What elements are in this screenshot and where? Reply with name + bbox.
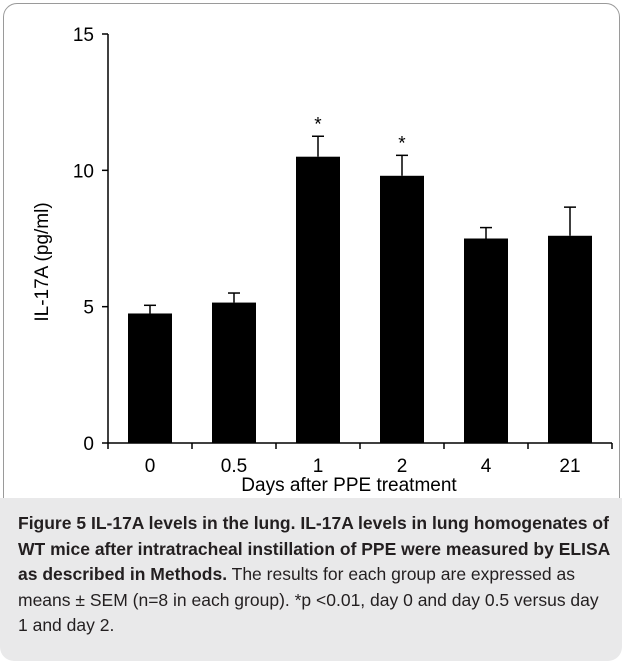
figure-label: Figure 5 [18,513,87,533]
bar [464,238,508,443]
y-tick-label: 10 [73,161,94,182]
x-axis-label: Days after PPE treatment [241,475,457,496]
bar [548,235,592,443]
caption-bold-text: IL-17A levels in the lung. IL-17A levels… [18,513,610,584]
y-tick-label: 0 [83,434,94,455]
bar [212,302,256,443]
significance-marker: * [398,133,406,154]
x-tick-label: 21 [559,456,580,477]
chart-bars: 0 0.5 1 * 2 * 4 21 [128,114,592,477]
figure-caption: Figure 5 IL-17A levels in the lung. IL-1… [18,511,610,639]
bar [128,313,172,443]
significance-marker: * [314,114,322,135]
caption-box [0,498,622,661]
x-tick-label: 0.5 [221,456,247,477]
y-axis-label: IL-17A (pg/ml) [32,202,53,321]
caption-text: The results for each group are expressed… [18,564,599,635]
y-tick-label: 5 [83,298,94,319]
x-tick-label: 4 [481,456,492,477]
x-tick-label: 2 [397,456,408,477]
x-tick-label: 1 [313,456,324,477]
chart-axes: 0 5 10 15 [73,25,613,455]
bar [380,175,424,443]
bar-chart: 0 5 10 15 0 0.5 1 * 2 * 4 21 IL-17A (pg/ml) Days a… [32,25,613,496]
bar [296,156,340,443]
y-tick-label: 15 [73,25,94,46]
x-tick-label: 0 [145,456,156,477]
